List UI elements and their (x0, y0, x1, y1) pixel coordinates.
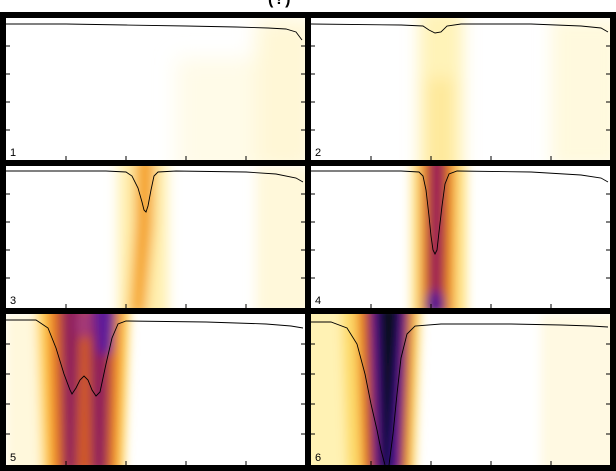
intensity-map-3 (118, 166, 305, 308)
profile-curve-2 (311, 23, 609, 34)
intensity-map-5 (6, 314, 130, 465)
profile-curve-3 (6, 170, 304, 213)
intensity-map-6 (311, 314, 610, 465)
profile-curve-1 (6, 23, 303, 41)
panel-label-4: 4 (315, 295, 322, 307)
panel-label-2: 2 (315, 147, 322, 159)
panel-label-6: 6 (315, 452, 322, 464)
figure-title-strip: (?) (0, 0, 616, 14)
panel-ticks-6 (311, 343, 610, 465)
panel-5 (6, 314, 305, 465)
panel-label-1: 1 (10, 147, 17, 159)
panel-1 (6, 18, 305, 160)
profile-curve-4 (311, 170, 609, 256)
panel-2 (311, 18, 610, 160)
panel-ticks-2 (311, 45, 610, 160)
panel-ticks-3 (6, 193, 305, 308)
panel-6 (311, 314, 610, 465)
figure-title: (?) (268, 0, 291, 9)
intensity-map-4 (411, 166, 467, 308)
panel-3 (6, 166, 305, 308)
intensity-map-1 (176, 18, 305, 160)
panel-ticks-4 (311, 193, 610, 308)
intensity-map-2 (419, 18, 610, 160)
panel-grid: 1 2 (0, 12, 616, 471)
panel-ticks-5 (6, 343, 305, 465)
panel-4 (311, 166, 610, 308)
panel-label-3: 3 (10, 295, 17, 307)
panel-ticks-1 (6, 45, 305, 160)
panel-label-5: 5 (10, 452, 17, 464)
profile-curve-6 (311, 321, 609, 465)
profile-curve-5 (6, 319, 304, 397)
